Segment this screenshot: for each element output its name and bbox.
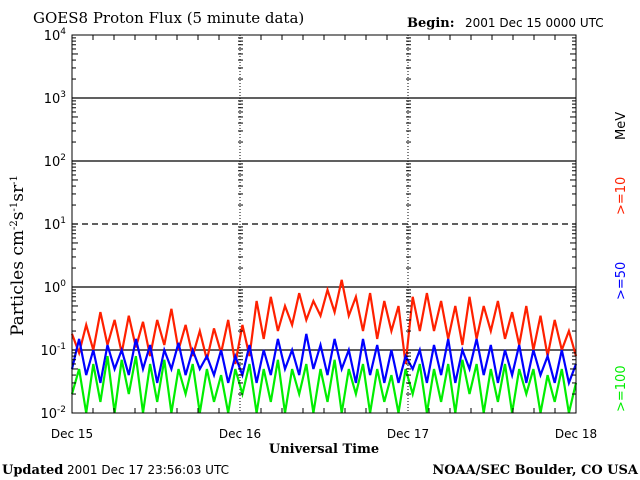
legend: MeV >=10 >=50 >=100 bbox=[614, 112, 629, 412]
y-tick-exp: -2 bbox=[57, 405, 66, 415]
x-tick-label: Dec 18 bbox=[555, 427, 597, 441]
y-tick-exp: 1 bbox=[60, 216, 66, 226]
credit: NOAA/SEC Boulder, CO USA bbox=[432, 463, 639, 478]
x-tick-labels: Dec 15 Dec 16 Dec 17 Dec 18 bbox=[51, 427, 597, 441]
y-tick-label: 10-1 bbox=[40, 342, 66, 359]
y-label-exp: -1 bbox=[9, 202, 20, 212]
x-tick-label: Dec 16 bbox=[219, 427, 261, 441]
series-lines bbox=[70, 279, 578, 414]
y-tick-base: 10 bbox=[44, 155, 61, 170]
x-tick-label: Dec 15 bbox=[51, 427, 93, 441]
series-line-50mev bbox=[70, 333, 578, 387]
y-axis-label: Particles cm-2s-1sr-1 bbox=[8, 175, 28, 336]
series-line-10mev bbox=[70, 279, 578, 365]
y-tick-base: 10 bbox=[44, 281, 61, 296]
x-axis-label: Universal Time bbox=[269, 442, 379, 457]
y-tick-label: 10-2 bbox=[40, 405, 66, 422]
y-tick-label: 102 bbox=[44, 153, 66, 170]
y-tick-exp: 4 bbox=[60, 27, 66, 37]
y-tick-label: 100 bbox=[44, 279, 67, 296]
y-tick-base: 10 bbox=[40, 344, 57, 359]
y-tick-exp: 3 bbox=[60, 90, 66, 100]
y-tick-base: 10 bbox=[44, 29, 61, 44]
grid bbox=[72, 35, 576, 413]
y-tick-base: 10 bbox=[44, 92, 61, 107]
chart-title: GOES8 Proton Flux (5 minute data) bbox=[33, 9, 304, 27]
legend-item-100: >=100 bbox=[614, 365, 629, 412]
y-label-exp: -1 bbox=[9, 175, 20, 185]
y-tick-exp: 0 bbox=[60, 279, 66, 289]
y-tick-exp: 2 bbox=[60, 153, 66, 163]
updated-label: Updated bbox=[2, 463, 63, 478]
y-tick-base: 10 bbox=[44, 218, 61, 233]
y-label-text: Particles cm bbox=[8, 230, 28, 336]
y-tick-label: 104 bbox=[44, 27, 67, 44]
updated-value: 2001 Dec 17 23:56:03 UTC bbox=[67, 463, 229, 477]
y-tick-exp: -1 bbox=[57, 342, 66, 352]
begin-label: Begin: bbox=[407, 16, 455, 31]
legend-item-50: >=50 bbox=[614, 262, 629, 300]
y-tick-base: 10 bbox=[40, 407, 57, 422]
y-label-text: s bbox=[8, 212, 28, 221]
series-line-100mev bbox=[70, 355, 578, 414]
x-tick-label: Dec 17 bbox=[387, 427, 429, 441]
axis-ticks bbox=[72, 35, 576, 413]
legend-unit: MeV bbox=[614, 112, 629, 140]
y-tick-label: 101 bbox=[44, 216, 66, 233]
legend-item-10: >=10 bbox=[614, 177, 629, 215]
y-label-exp: -2 bbox=[9, 220, 20, 230]
begin-value: 2001 Dec 15 0000 UTC bbox=[465, 16, 604, 30]
y-label-text: sr bbox=[8, 184, 28, 202]
y-tick-label: 103 bbox=[44, 90, 66, 107]
